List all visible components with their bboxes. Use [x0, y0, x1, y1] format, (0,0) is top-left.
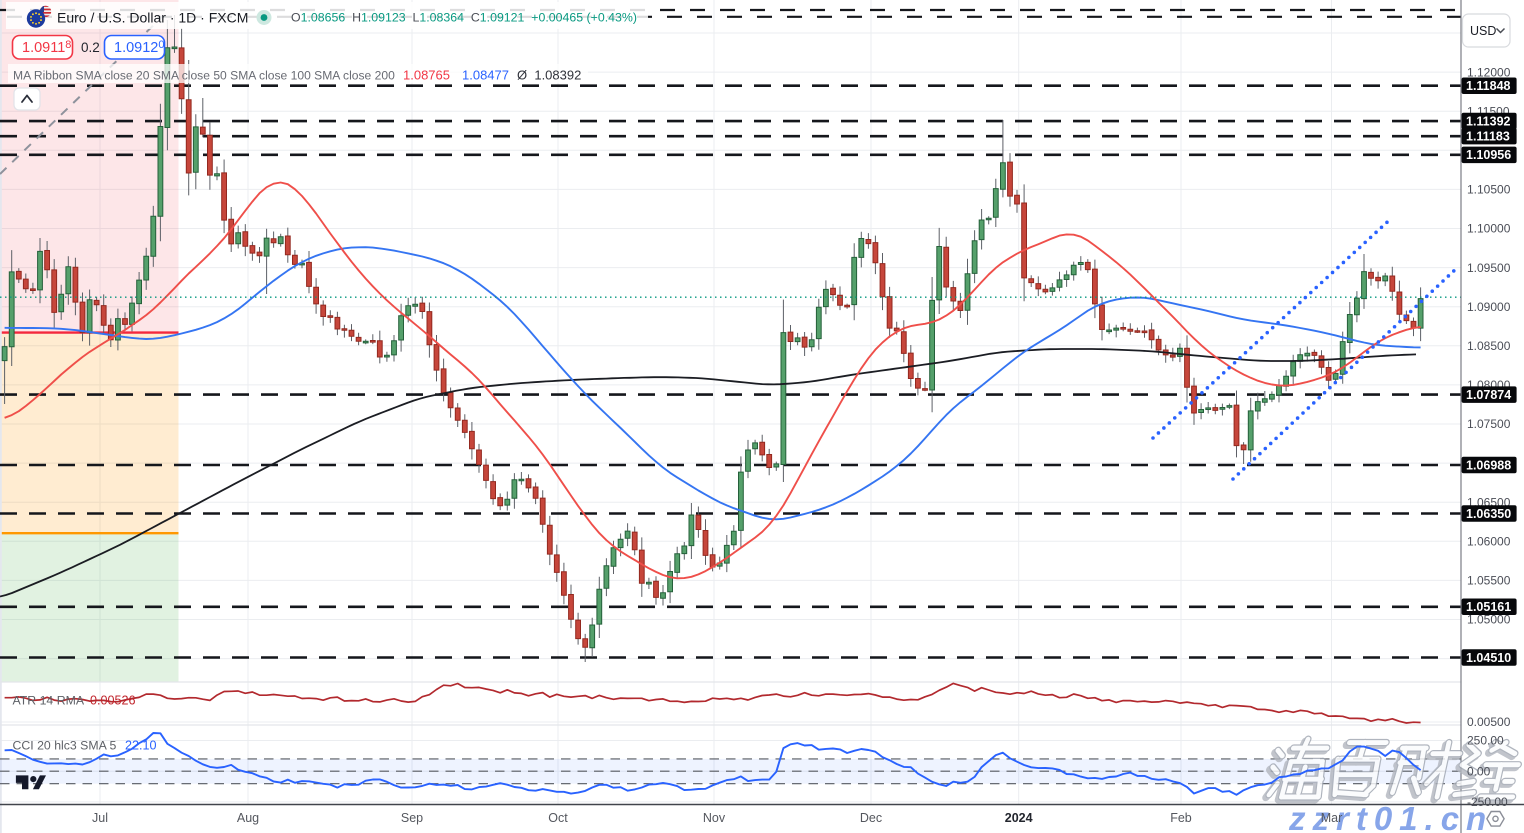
svg-text:1.11848: 1.11848 [1466, 79, 1511, 93]
svg-text:1.05161: 1.05161 [1466, 600, 1511, 614]
svg-text:-250.00: -250.00 [1467, 795, 1508, 809]
svg-text:1.11183: 1.11183 [1466, 130, 1510, 144]
svg-text:ATR 14 RMA: ATR 14 RMA [13, 694, 85, 708]
svg-text:1.07874: 1.07874 [1466, 388, 1511, 402]
svg-text:1.10956: 1.10956 [1466, 148, 1511, 162]
svg-text:Dec: Dec [860, 811, 882, 825]
svg-text:1.09500: 1.09500 [1467, 261, 1511, 275]
svg-text:1.09118: 1.09118 [22, 39, 71, 56]
svg-text:1.08765: 1.08765 [403, 68, 450, 83]
svg-text:Jul: Jul [92, 811, 108, 825]
svg-text:0.00: 0.00 [1467, 764, 1491, 778]
svg-text:CCI 20 hlc3 SMA 5: CCI 20 hlc3 SMA 5 [13, 739, 117, 753]
svg-text:Mar: Mar [1321, 811, 1343, 825]
svg-text:1.04510: 1.04510 [1466, 651, 1511, 665]
svg-text:1.10000: 1.10000 [1467, 222, 1511, 236]
svg-text:0.00500: 0.00500 [1467, 715, 1511, 729]
svg-text:1.05000: 1.05000 [1467, 613, 1511, 627]
svg-text:250.00: 250.00 [1467, 734, 1504, 748]
svg-text:1.06988: 1.06988 [1466, 458, 1511, 472]
svg-text:MA Ribbon SMA close 20 SMA clo: MA Ribbon SMA close 20 SMA close 50 SMA … [13, 69, 395, 83]
svg-text:0.2: 0.2 [81, 40, 100, 55]
svg-text:1.07500: 1.07500 [1467, 417, 1511, 431]
svg-text:Aug: Aug [237, 811, 259, 825]
svg-text:0.00526: 0.00526 [90, 694, 136, 708]
svg-text:1.06350: 1.06350 [1466, 507, 1511, 521]
svg-text:Nov: Nov [703, 811, 726, 825]
svg-text:1.09120: 1.09120 [114, 39, 164, 56]
svg-text:Ø 1.08392: Ø 1.08392 [517, 68, 581, 83]
svg-text:1.12000: 1.12000 [1467, 65, 1511, 79]
svg-text:2024: 2024 [1005, 811, 1033, 825]
svg-text:1.10500: 1.10500 [1467, 183, 1511, 197]
svg-text:1.08477: 1.08477 [462, 68, 509, 83]
svg-text:USD: USD [1470, 24, 1496, 38]
svg-text:1.11392: 1.11392 [1466, 115, 1511, 129]
svg-text:Sep: Sep [401, 811, 423, 825]
svg-text:Oct: Oct [548, 811, 568, 825]
svg-text:O1.08656 H1.09123 L1.08364: O1.08656 H1.09123 L1.08364 C1.09121 +0.0… [291, 11, 637, 25]
svg-text:1.08500: 1.08500 [1467, 339, 1511, 353]
svg-text:1.05500: 1.05500 [1467, 574, 1511, 588]
svg-text:zzrt01.cn: zzrt01.cn [1288, 800, 1493, 833]
svg-text:Feb: Feb [1170, 811, 1192, 825]
svg-text:1.06000: 1.06000 [1467, 535, 1511, 549]
svg-text:Euro / U.S. Dollar · 1D · FXCM: Euro / U.S. Dollar · 1D · FXCM [57, 10, 248, 26]
svg-text:1.09000: 1.09000 [1467, 300, 1511, 314]
svg-text:22.10: 22.10 [125, 739, 157, 753]
